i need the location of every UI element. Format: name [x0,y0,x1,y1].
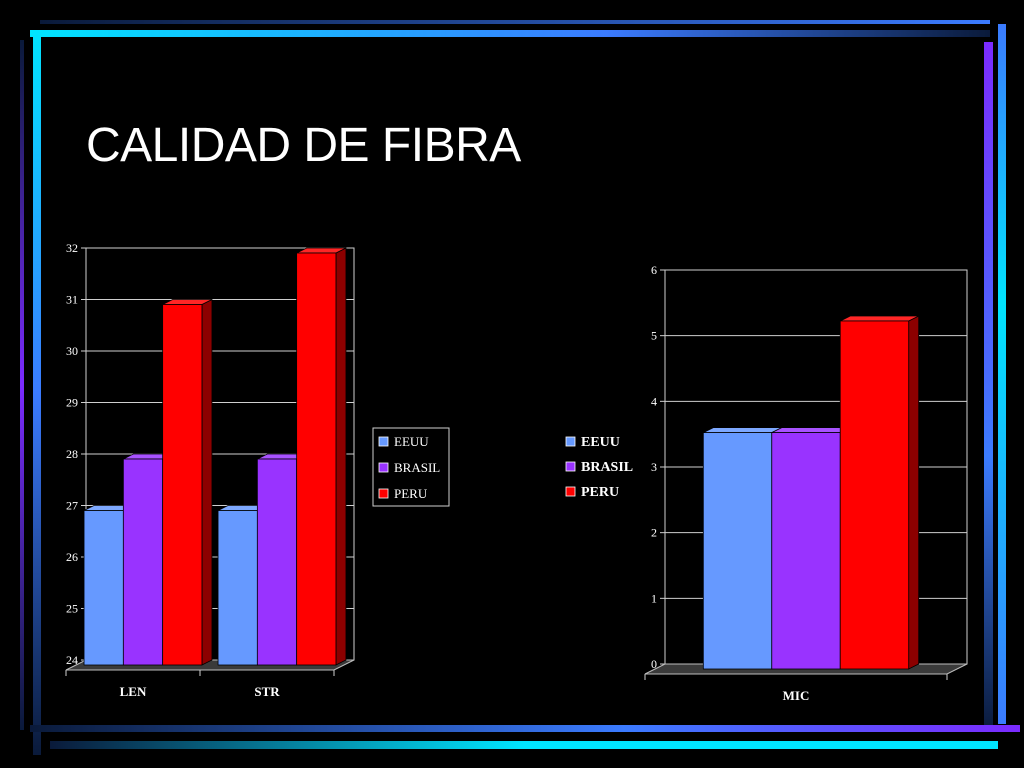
y-tick-label: 0 [651,657,657,671]
bar-front [122,458,164,666]
legend-swatch-brasil [378,462,389,473]
bar-peru-str [296,247,347,666]
bar-brasil-mic [771,426,851,670]
legend-2: EEUU BRASIL PERU [560,428,644,506]
bar-top [703,427,782,434]
bar-front [771,432,841,670]
frame-top-line-2 [40,20,990,24]
bar-peru-len [162,298,213,666]
legend-swatch-peru [378,488,389,499]
legend-label-brasil: BRASIL [581,460,633,475]
legend-1: EEUU BRASIL PERU [372,427,450,507]
bar-peru-mic [839,315,920,670]
x-tick-label-len: LEN [120,684,147,699]
bar-front [256,458,298,666]
y-tick-label: 4 [651,394,657,408]
y-tick-label: 29 [66,396,78,410]
bar-top [771,427,851,434]
y-tick-label: 3 [651,460,657,474]
legend-swatch-brasil [565,461,576,472]
y-tick-label: 28 [66,447,78,461]
frame-left-line [33,30,41,755]
slide-title: CALIDAD DE FIBRA [86,119,521,172]
legend-swatch-peru [565,486,576,497]
frame-right-line [998,24,1006,724]
y-tick-label: 30 [66,344,78,358]
y-tick-label: 25 [66,602,78,616]
frame-top-line [30,30,990,37]
y-tick-label: 6 [651,263,657,277]
frame-left-line-2 [20,40,24,730]
bar-top [840,315,919,322]
bar-side [908,315,920,670]
y-tick-label: 31 [66,293,78,307]
bar-front [702,432,773,670]
x-tick-label-str: STR [254,684,280,699]
y-tick-label: 5 [651,329,657,343]
y-tick-label: 1 [651,591,657,605]
y-tick-label: 24 [66,653,78,667]
bar-front [217,510,258,666]
bar-front [839,320,910,670]
legend-label-eeuu: EEUU [581,435,620,450]
frame-right-line-2 [984,42,993,732]
legend-swatch-eeuu [565,436,576,447]
y-tick-label: 26 [66,550,78,564]
x-tick-label-mic: MIC [783,688,810,703]
y-tick-label: 27 [66,499,78,513]
legend-label-peru: PERU [581,485,619,500]
bar-eeuu-mic [702,426,783,670]
bar-front [83,510,124,666]
bar-front [162,304,203,666]
y-tick-label: 32 [66,241,78,255]
legend-label-peru: PERU [394,486,428,501]
y-tick-label: 2 [651,526,657,540]
legend-label-eeuu: EEUU [394,434,429,449]
legend-label-brasil: BRASIL [394,460,440,475]
legend-swatch-eeuu [378,436,389,447]
frame-bottom-line [50,741,998,749]
frame-bottom-line-2 [30,725,1020,732]
bar-front [296,252,337,666]
